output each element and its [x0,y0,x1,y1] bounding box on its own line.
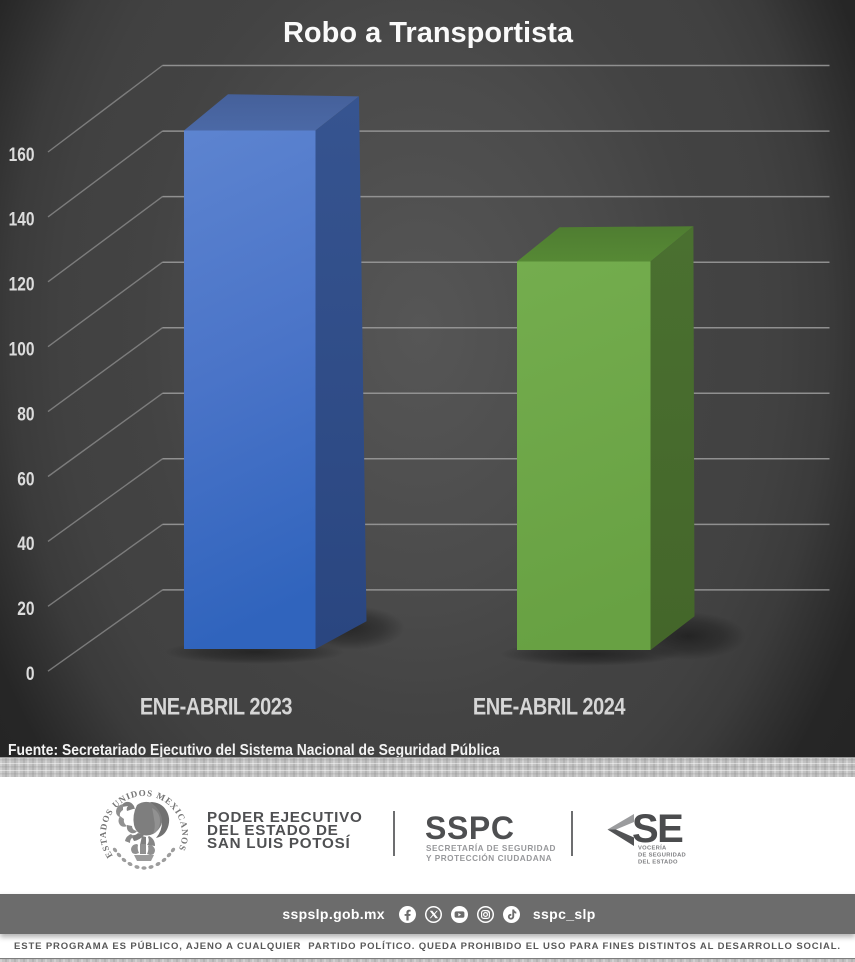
svg-text:40: 40 [17,533,34,555]
svg-text:Robo a Transportista: Robo a Transportista [283,17,574,49]
svg-text:ENE-ABRIL 2024: ENE-ABRIL 2024 [473,693,626,720]
svg-text:140: 140 [9,208,35,230]
svg-text:ENE-ABRIL 2023: ENE-ABRIL 2023 [140,693,292,720]
svg-text:Fuente: Secretariado Ejecutivo: Fuente: Secretariado Ejecutivo del Siste… [8,742,501,757]
svg-text:20: 20 [17,597,34,619]
svg-text:80: 80 [17,403,34,425]
svg-text:DE SEGURIDAD: DE SEGURIDAD [638,853,686,859]
svg-text:0: 0 [26,662,35,684]
svg-text:60: 60 [17,468,34,490]
svg-text:100: 100 [9,338,35,360]
svg-text:120: 120 [9,273,35,295]
svg-text:160: 160 [9,143,35,165]
svg-text:DEL ESTADO: DEL ESTADO [638,860,678,866]
svg-text:VOCERÍA: VOCERÍA [638,844,667,852]
svg-text:SE: SE [632,808,683,851]
